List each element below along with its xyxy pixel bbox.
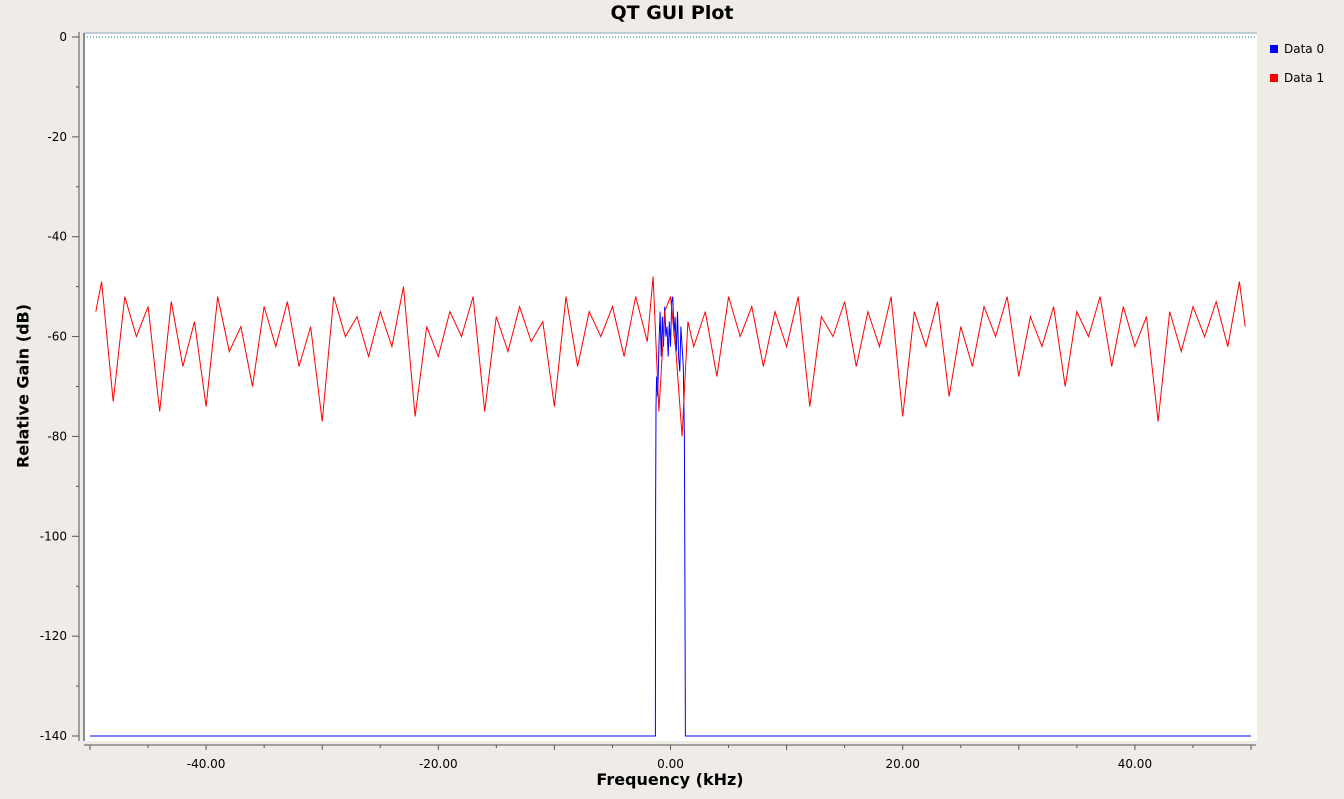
x-axis: -40.00 -20.00 0.00 20.00 40.00 bbox=[84, 744, 1256, 771]
x-tick-label: -20.00 bbox=[419, 757, 458, 771]
y-tick-label: 0 bbox=[59, 30, 67, 44]
reference-line-group bbox=[83, 32, 1257, 741]
x-tick-label: 40.00 bbox=[1118, 757, 1152, 771]
y-tick-label: -20 bbox=[47, 130, 67, 144]
chart-title: QT GUI Plot bbox=[610, 2, 734, 24]
plot-area bbox=[84, 32, 1257, 741]
y-tick-label: -80 bbox=[47, 429, 67, 443]
legend-swatch-icon bbox=[1270, 44, 1278, 53]
y-tick-label: -40 bbox=[47, 230, 67, 244]
x-axis-label: Frequency (kHz) bbox=[596, 770, 744, 789]
legend-label: Data 1 bbox=[1284, 70, 1325, 85]
x-tick-label: -40.00 bbox=[187, 757, 226, 771]
series-group bbox=[90, 276, 1251, 737]
y-axis: 0 -20 -40 -60 -80 -100 -120 -140 bbox=[40, 30, 80, 743]
series-line-1 bbox=[95, 276, 1246, 437]
y-axis-label: Relative Gain (dB) bbox=[13, 303, 33, 469]
x-tick-label: 0.00 bbox=[657, 757, 684, 771]
y-tick-label: -140 bbox=[40, 729, 67, 743]
legend-item-data-0[interactable]: Data 0 bbox=[1270, 34, 1324, 63]
y-tick-label: -120 bbox=[40, 629, 67, 643]
y-tick-label: -60 bbox=[47, 330, 67, 344]
legend-label: Data 0 bbox=[1284, 41, 1325, 56]
series-line-0 bbox=[90, 296, 1251, 737]
legend-item-data-1[interactable]: Data 1 bbox=[1270, 63, 1324, 92]
legend-swatch-icon bbox=[1270, 73, 1278, 82]
y-tick-label: -100 bbox=[40, 529, 67, 543]
x-tick-label: 20.00 bbox=[886, 757, 920, 771]
legend: Data 0 Data 1 bbox=[1270, 34, 1324, 92]
